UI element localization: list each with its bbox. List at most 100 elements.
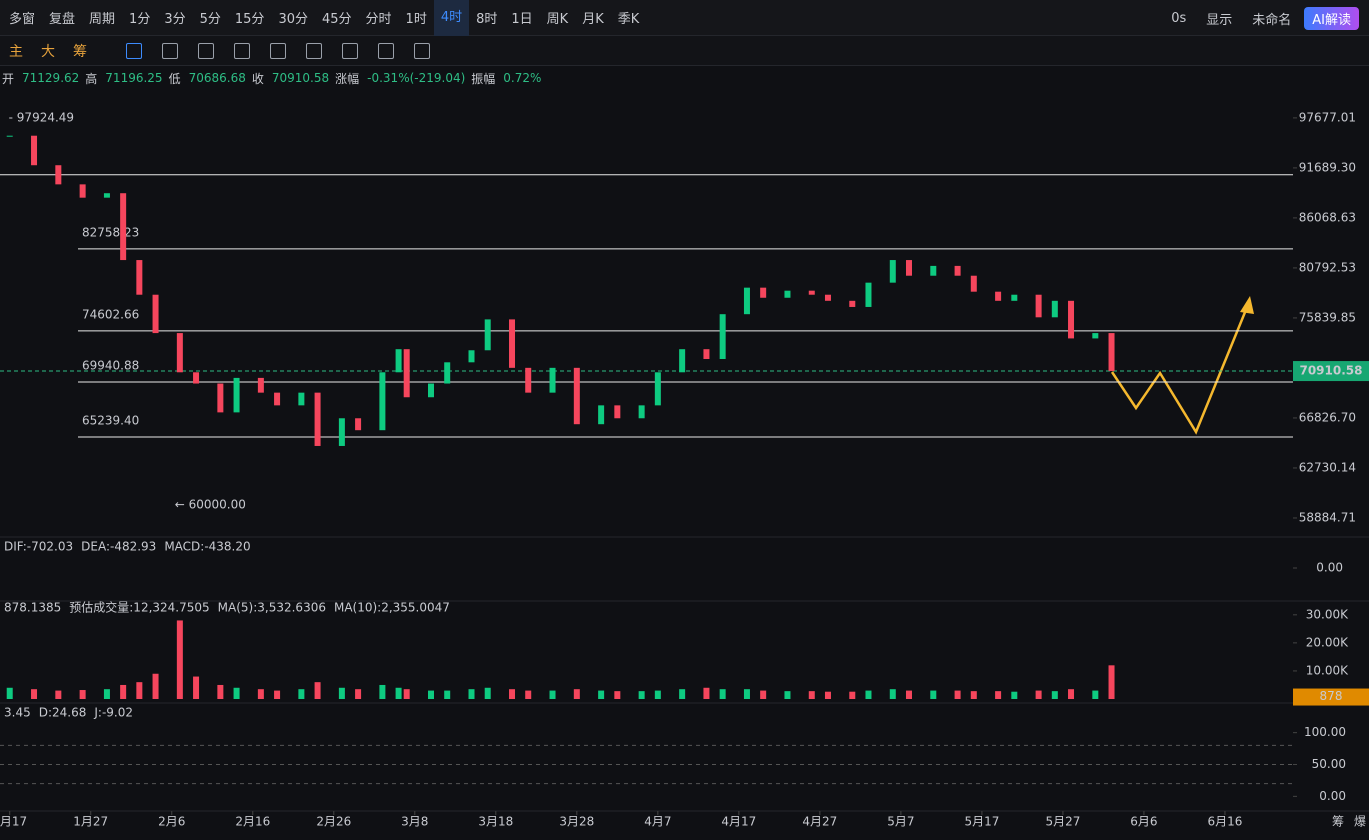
volume-bar [865,690,872,699]
footer-button[interactable]: 爆 [1354,815,1366,829]
candle [338,418,345,446]
candle [103,193,110,198]
price-annotation: - 97924.49 [9,110,74,124]
candle [889,260,896,283]
footer-button[interactable]: 筹 [1332,815,1344,829]
volume-box [1293,688,1369,706]
tool-icon[interactable] [162,42,178,59]
volume-bar [995,691,1002,699]
period-button[interactable]: 5分 [199,12,221,27]
period-button[interactable]: 3分 [164,12,186,27]
volume-label: 878 [1320,689,1343,703]
volume-bar [1068,689,1075,699]
period-button[interactable]: 周K [546,12,569,27]
period-button[interactable]: 季K [617,12,640,27]
top-toolbar: 多窗 复盘 周期 1分 3分 5分 15分 30分 45分 分时 1时 4时 8时 1日 周K 月K 季K 0s 显… [0,0,1369,36]
volume-bar [573,689,580,699]
volume-bar [152,673,159,699]
candle [849,300,856,307]
indicator-label: J:-9.02 [93,706,133,720]
candle [274,392,281,406]
period-button[interactable]: 45分 [321,12,352,27]
period-button[interactable]: 4时 [433,0,470,36]
quote-label: 开 [2,71,15,86]
y-tick-label: 30.00K [1306,607,1349,621]
toolbar-button[interactable]: 0s [1171,10,1187,26]
x-tick-label: 3月18 [478,815,513,829]
quote-row: 开 71129.62 高 71196.25 低 70686.68 收 70910.58 涨幅 -0… [0,68,1369,88]
volume-bar [1011,691,1018,699]
tool-icon[interactable] [126,42,142,59]
toolbar-button[interactable]: 未命名 [1252,12,1292,28]
candle [598,405,605,425]
volume-bar [703,687,710,699]
toolbar-button[interactable]: AI解读 [1304,6,1359,30]
period-button[interactable]: 15分 [234,12,265,27]
quote-value: 0.72% [503,71,542,85]
tool-icon[interactable] [342,42,358,59]
chip-button[interactable]: 大 [41,43,55,60]
volume-bar [808,691,815,699]
candle [403,349,410,398]
tool-icon[interactable] [198,42,214,59]
period-button[interactable]: 30分 [278,12,308,27]
quote-label: 低 [168,71,181,86]
x-tick-label: 2月16 [235,815,270,829]
chip-button[interactable]: 筹 [73,43,87,60]
x-tick-label: 5月17 [964,815,999,829]
candle [176,333,183,373]
y-tick-label: 80792.53 [1299,260,1356,274]
y-tick-label: 58884.71 [1299,510,1356,524]
candle [1051,300,1058,318]
quote-value: -0.31%(-219.04) [367,71,466,85]
volume-bar [743,689,750,699]
volume-bar [468,689,475,699]
volume-bar [274,690,281,699]
candle [995,291,1002,301]
volume-bar [784,691,791,699]
period-button[interactable]: 1日 [511,12,533,27]
y-tick-label: 10.00K [1306,663,1349,677]
volume-bar [1092,690,1099,699]
volume-bar [760,690,767,699]
volume-bar [905,690,912,699]
tool-icon[interactable] [234,42,250,59]
period-button[interactable]: 1分 [129,12,151,27]
volume-bar [930,690,937,699]
candle [217,383,224,413]
quote-label: 振幅 [471,71,496,86]
candle [614,405,621,419]
x-tick-label: 6月16 [1207,815,1242,829]
tool-icon[interactable] [378,42,394,59]
period-button[interactable]: 1时 [405,12,427,27]
tool-icon[interactable] [270,42,286,59]
chip-button[interactable]: 主 [9,43,23,60]
candle [31,135,38,166]
level-label: 82758.23 [82,225,139,239]
candle [120,193,127,261]
x-tick-label: 1月27 [73,815,108,829]
candle [865,282,872,307]
indicator-label: D:24.68 [39,706,87,720]
toolbar-button[interactable]: 多窗 [9,12,36,27]
period-button[interactable]: 8时 [476,12,498,27]
indicator-label: MA(10):2,355.0047 [334,601,450,615]
tool-icon[interactable] [414,42,430,59]
last-price-box [1293,361,1369,382]
volume-bar [120,684,127,699]
indicator-label: 878.1385 [4,601,61,615]
candle [824,294,831,301]
indicator-label: MACD:-438.20 [164,540,250,554]
tool-icon[interactable] [306,42,322,59]
candle [784,290,791,298]
toolbar-button[interactable]: 显示 [1206,12,1233,28]
candle [79,184,86,198]
toolbar-button[interactable]: 复盘 [49,12,76,27]
candle [257,377,264,393]
x-tick-label: 4月7 [644,815,671,829]
period-button[interactable]: 月K [582,12,604,27]
toolbar-button[interactable]: 周期 [89,12,116,27]
period-button[interactable]: 分时 [365,12,392,27]
volume-bar [970,691,977,699]
